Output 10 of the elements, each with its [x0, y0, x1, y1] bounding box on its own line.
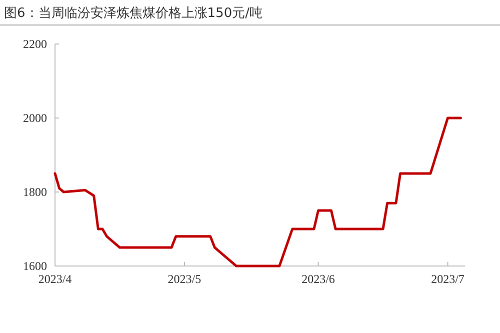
y-tick-label: 1800 — [23, 185, 47, 199]
x-tick-label: 2023/5 — [168, 272, 202, 286]
x-tick-label: 2023/6 — [302, 272, 335, 286]
y-tick-label: 2200 — [23, 37, 47, 51]
x-tick-label: 2023/4 — [38, 272, 72, 286]
chart-title: 图6：当周临汾安泽炼焦煤价格上涨150元/吨 — [4, 5, 262, 21]
y-tick-label: 2000 — [23, 111, 47, 125]
y-tick-label: 1600 — [23, 259, 47, 273]
x-tick-label: 2023/7 — [431, 272, 464, 286]
line-series — [54, 116, 462, 268]
